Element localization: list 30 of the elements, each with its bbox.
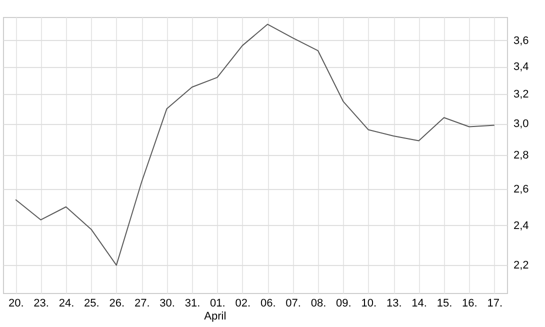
x-tick-label: 24. [58, 298, 74, 310]
x-tick-label: 14. [412, 298, 427, 310]
x-tick-label: 17. [487, 298, 503, 310]
y-tick-label: 2,8 [514, 150, 529, 162]
x-tick-label: 13. [386, 298, 402, 310]
x-axis-title: April [204, 310, 226, 322]
y-tick-label: 3,6 [514, 34, 529, 47]
x-tick-label: 16. [462, 298, 478, 310]
x-tick-label: 15. [436, 298, 452, 310]
x-tick-label: 09. [336, 298, 352, 310]
x-tick-label: 20. [8, 298, 24, 310]
x-tick-label: 23. [34, 298, 49, 310]
y-tick-label: 3,0 [514, 118, 529, 130]
y-tick-label: 2,4 [514, 220, 529, 232]
y-tick-label: 2,6 [514, 183, 529, 196]
x-tick-label: 30. [160, 298, 175, 310]
y-tick-label: 3,4 [514, 61, 529, 74]
x-tick-label: 02. [235, 298, 251, 310]
x-tick-label: 06. [260, 298, 276, 310]
x-tick-label: 26. [109, 298, 125, 310]
x-tick-label: 08. [310, 298, 326, 310]
x-tick-label: 01. [210, 298, 226, 310]
line-series [15, 24, 495, 266]
x-tick-label: 25. [84, 298, 100, 310]
x-tick-label: 07. [286, 298, 301, 310]
y-tick-label: 2,2 [514, 260, 529, 272]
x-tick-label: 31. [184, 298, 200, 310]
y-tick-label: 3,2 [514, 88, 529, 101]
x-tick-label: 27. [134, 298, 150, 310]
x-tick-label: 10. [361, 298, 377, 310]
